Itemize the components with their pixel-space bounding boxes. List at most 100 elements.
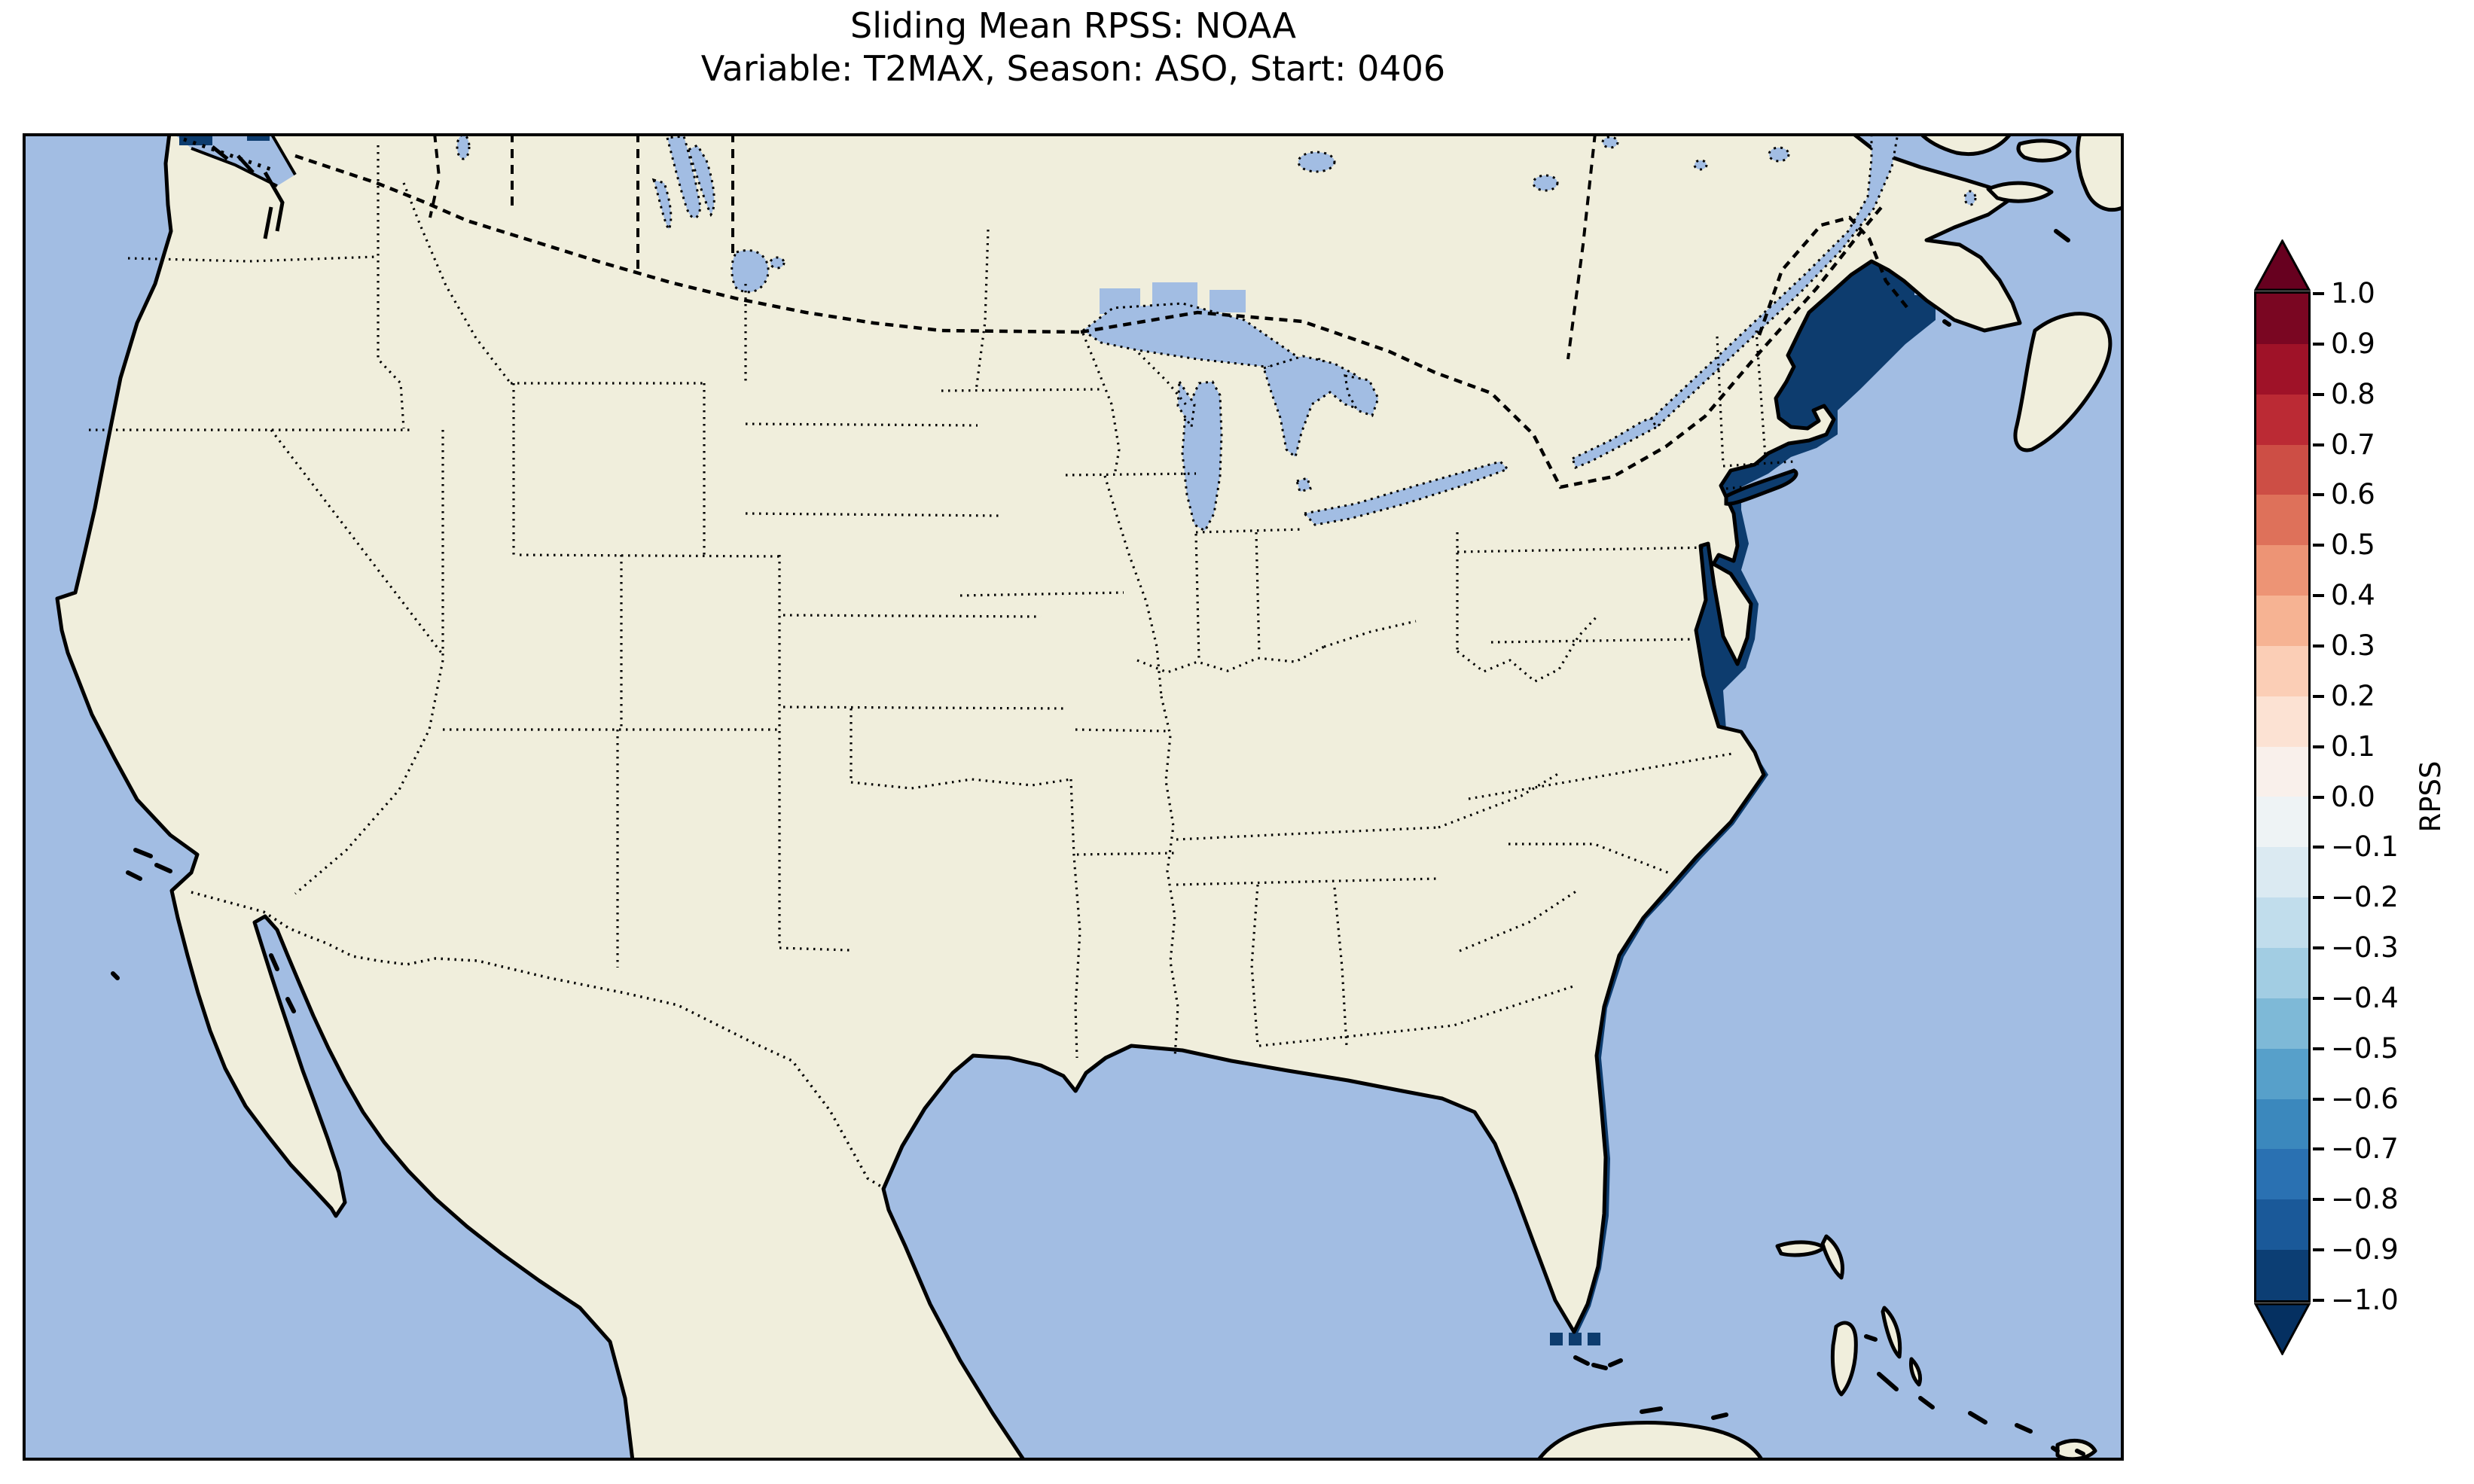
colorbar-under-arrow-shape: [2254, 1303, 2311, 1355]
colorbar-tick-label: −0.4: [2331, 981, 2399, 1014]
colorbar-segment: [2256, 797, 2308, 848]
colorbar-tick-label: −0.2: [2331, 881, 2399, 914]
colorbar-tick-mark: [2313, 1299, 2324, 1302]
canada-lake: [769, 256, 786, 270]
colorbar-segment: [2256, 1149, 2308, 1200]
us-canada-border: [294, 154, 1911, 489]
cuba: [1536, 1421, 1765, 1461]
lake-superior: [1081, 302, 1336, 374]
colorbar-segment: [2256, 1099, 2308, 1150]
lake-winnipeg: [666, 135, 702, 219]
colorbar-tick-mark: [2313, 342, 2324, 346]
colorbar-segments: [2254, 291, 2311, 1303]
colorbar-tick-label: 1.0: [2331, 277, 2375, 309]
canada-lake: [1963, 190, 1977, 206]
canada-lake: [1532, 174, 1559, 192]
canada-lake: [1693, 159, 1708, 171]
colorbar-tick-label: −0.3: [2331, 931, 2399, 964]
grand-bahama: [1775, 1240, 1826, 1257]
lake-huron: [1262, 355, 1371, 459]
colorbar-tick-label: 0.8: [2331, 377, 2375, 410]
eleuthera: [1881, 1306, 1902, 1359]
lake-manitoba: [651, 178, 673, 233]
colorbar-tick-mark: [2313, 292, 2324, 295]
colorbar-tick-mark: [2313, 544, 2324, 547]
colorbar-tick-mark: [2313, 644, 2324, 648]
colorbar-tick-mark: [2313, 896, 2324, 900]
map-svg: [23, 133, 2124, 1461]
colorbar-segment: [2256, 947, 2308, 998]
florida-keys-data-cells: [1550, 1333, 1600, 1345]
colorbar-tick-label: −0.7: [2331, 1132, 2399, 1166]
colorbar-tick-label: −0.9: [2331, 1233, 2399, 1266]
colorbar-segment: [2256, 394, 2308, 445]
colorbar-tick-mark: [2313, 1147, 2324, 1151]
colorbar-tick-label: 0.6: [2331, 478, 2375, 511]
georgian-bay: [1344, 374, 1380, 417]
figure-title-line1: Sliding Mean RPSS: NOAA: [850, 5, 1296, 46]
colorbar-tick-mark: [2313, 594, 2324, 598]
canada-lake: [456, 133, 471, 160]
colorbar-tick-label: −1.0: [2331, 1284, 2399, 1316]
lake-st-clair: [1295, 477, 1312, 493]
map-panel: [23, 133, 2124, 1461]
colorbar-segment: [2256, 696, 2308, 747]
newfoundland: [2076, 133, 2124, 212]
colorbar-segment: [2256, 1250, 2308, 1300]
colorbar-tick-label: 0.1: [2331, 730, 2375, 763]
colorbar-tick-mark: [2313, 745, 2324, 748]
canada-lake: [1768, 146, 1790, 163]
figure-title-line2: Variable: T2MAX, Season: ASO, Start: 040…: [700, 48, 1446, 89]
colorbar-tick-label: 0.3: [2331, 629, 2375, 662]
lake-ontario: [1571, 415, 1661, 469]
colorbar-over-arrow-shape: [2254, 239, 2311, 291]
colorbar-tick-label: −0.6: [2331, 1082, 2399, 1115]
cat-island: [1909, 1357, 1923, 1387]
anticosti-island: [2016, 139, 2072, 163]
canada-lake: [1601, 136, 1619, 149]
colorbar-segment: [2256, 444, 2308, 495]
colorbar-segment: [2256, 847, 2308, 898]
lake-erie: [1302, 460, 1510, 526]
colorbar-tick-mark: [2313, 443, 2324, 446]
colorbar-segment: [2256, 1048, 2308, 1099]
colorbar-segment: [2256, 545, 2308, 596]
colorbar-segment: [2256, 746, 2308, 797]
colorbar-ticks: 1.0 0.9 0.8 0.7 0.6 0.5 0.4 0.3 0.2 0.1 0.0 −0.1 −0.…: [2254, 277, 2405, 1316]
prince-edward-island: [1986, 181, 2054, 203]
lake-winnipegosis: [687, 144, 715, 218]
colorbar-tick-mark: [2313, 694, 2324, 698]
colorbar-tick-label: −0.8: [2331, 1183, 2399, 1216]
green-bay: [1176, 378, 1196, 431]
colorbar-tick-mark: [2313, 795, 2324, 799]
colorbar-segment: [2256, 1199, 2308, 1251]
colorbar-tick-mark: [2313, 1248, 2324, 1252]
colorbar-under-arrow: [2254, 1303, 2311, 1355]
colorbar-segment: [2256, 596, 2308, 646]
colorbar-tick-label: −0.5: [2331, 1031, 2399, 1065]
colorbar-tick-mark: [2313, 1047, 2324, 1050]
colorbar-tick-mark: [2313, 1097, 2324, 1101]
colorbar-tick-mark: [2313, 1198, 2324, 1202]
state-borders: [89, 145, 1795, 1059]
colorbar-segment: [2256, 495, 2308, 546]
colorbar-tick-mark: [2313, 392, 2324, 396]
province-borders: [429, 133, 1597, 360]
colorbar-tick-mark: [2313, 996, 2324, 1000]
quebec-north-shore: [1917, 133, 2014, 157]
andros-island: [1830, 1321, 1858, 1397]
small-islands: [111, 229, 2085, 1456]
colorbar-segment: [2256, 343, 2308, 395]
colorbar-segment: [2256, 645, 2308, 696]
colorbar-tick-label: 0.0: [2331, 780, 2375, 813]
lake-of-the-woods: [731, 249, 770, 294]
st-lawrence-river: [1649, 133, 1899, 429]
nova-scotia: [2013, 312, 2113, 453]
abaco: [1820, 1234, 1844, 1280]
colorbar-tick-mark: [2313, 493, 2324, 497]
colorbar-tick-label: 0.4: [2331, 579, 2375, 612]
figure-title: Sliding Mean RPSS: NOAA Variable: T2MAX,…: [23, 5, 2124, 90]
colorbar-tick-label: −0.1: [2331, 830, 2399, 864]
colorbar-tick-label: 0.9: [2331, 327, 2375, 360]
